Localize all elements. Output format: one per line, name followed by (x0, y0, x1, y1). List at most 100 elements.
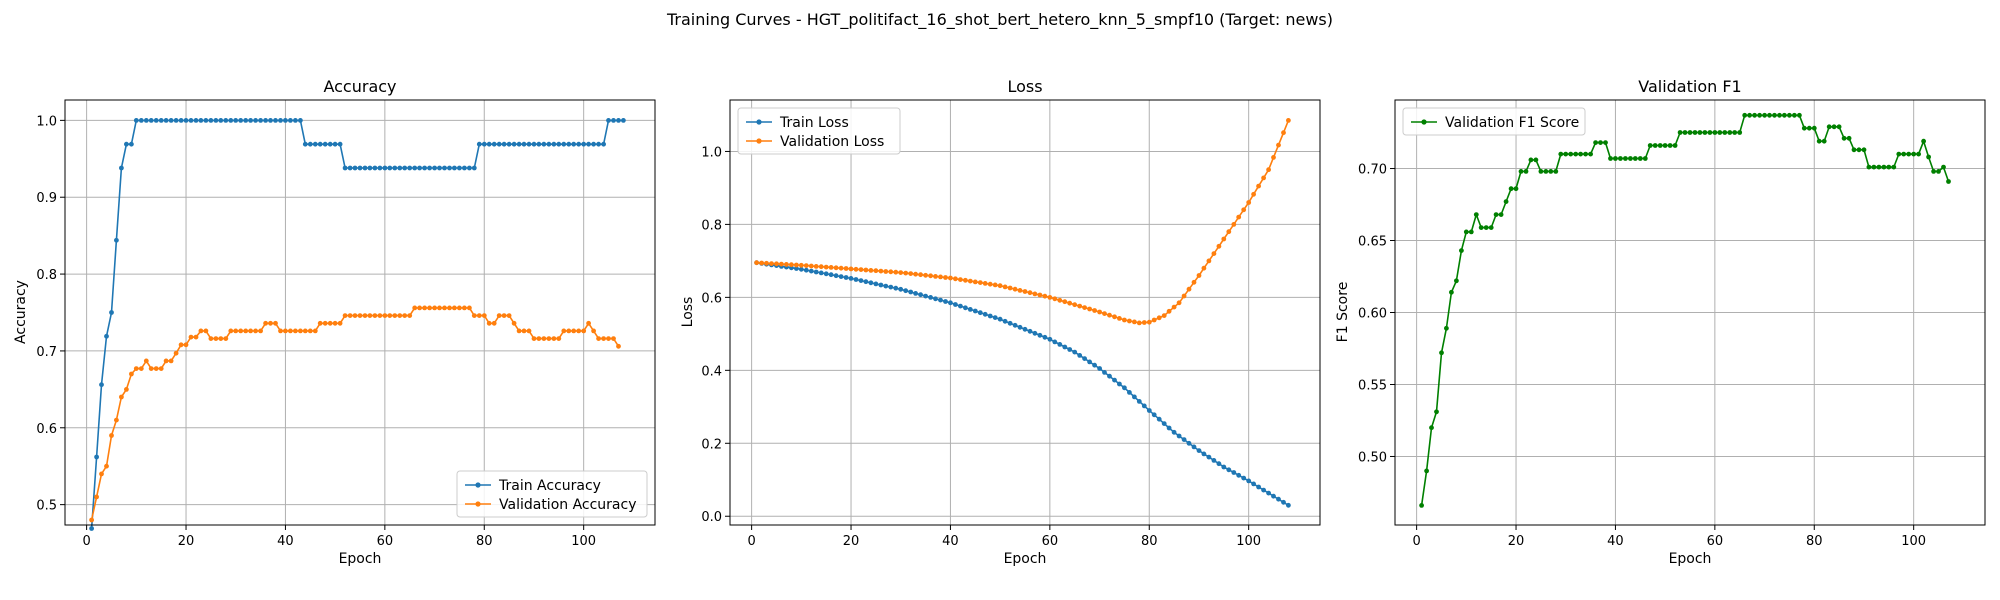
data-point (779, 261, 784, 267)
data-point (258, 328, 263, 334)
data-point (606, 336, 611, 341)
data-point (173, 350, 179, 356)
data-point (1478, 225, 1484, 231)
data-point (903, 288, 909, 294)
data-point (228, 118, 234, 123)
data-point (1206, 454, 1212, 460)
data-point (958, 277, 963, 282)
data-point (883, 283, 889, 289)
data-point (312, 328, 318, 334)
data-point (228, 328, 234, 334)
data-point (967, 307, 973, 312)
x-tick-label: 80 (1141, 534, 1158, 549)
data-point (1231, 470, 1237, 475)
data-point (486, 320, 492, 326)
data-point (471, 165, 477, 171)
data-point (1801, 125, 1807, 131)
data-point (133, 118, 139, 123)
legend-box (1402, 107, 1586, 136)
data-point (853, 266, 859, 272)
data-point (1032, 330, 1038, 336)
data-point (1598, 140, 1603, 146)
data-point (1141, 320, 1147, 325)
data-point (838, 274, 844, 279)
data-point (124, 387, 129, 392)
data-point (178, 118, 184, 123)
data-point (898, 270, 904, 275)
data-point (1077, 353, 1083, 358)
loss-lines (754, 118, 1291, 508)
data-point (1613, 156, 1618, 161)
data-point (1752, 112, 1757, 118)
data-point (298, 118, 303, 123)
data-point (1176, 433, 1182, 439)
data-point (317, 141, 323, 147)
data-point (1886, 164, 1892, 170)
data-point (606, 118, 611, 123)
data-point (1881, 164, 1887, 170)
data-point (467, 165, 472, 171)
data-point (462, 165, 467, 171)
data-point (397, 313, 403, 318)
data-point (1772, 112, 1777, 118)
data-point (581, 141, 587, 147)
data-point (193, 118, 199, 123)
data-point (1488, 225, 1494, 231)
f1-panel: Validation F1 0 20 40 60 80 100 0.50 0.55 0.60 0.… (1335, 77, 1986, 567)
data-point (1916, 151, 1921, 157)
f1-lines (1419, 112, 1951, 508)
data-point (352, 165, 358, 171)
data-point (1508, 186, 1514, 192)
data-point (223, 118, 229, 123)
data-point (1732, 130, 1738, 135)
data-point (1642, 156, 1648, 161)
data-point (858, 278, 864, 283)
data-point (833, 265, 839, 271)
data-point (1528, 157, 1534, 163)
data-point (1097, 366, 1102, 371)
accuracy-ylabel: Accuracy (13, 280, 29, 344)
data-point (1102, 370, 1107, 375)
data-point (1518, 169, 1524, 174)
data-point (1276, 142, 1281, 148)
data-point (576, 141, 582, 147)
data-point (198, 118, 204, 123)
data-point (551, 336, 557, 341)
data-point (437, 165, 442, 171)
series-line (756, 261, 1289, 506)
data-point (332, 320, 338, 326)
data-point (168, 358, 174, 364)
data-point (1603, 140, 1608, 146)
data-point (263, 118, 268, 123)
data-point (997, 316, 1003, 322)
data-point (908, 289, 914, 295)
data-point (1062, 344, 1068, 350)
data-point (1067, 347, 1073, 352)
data-point (967, 278, 973, 284)
data-point (526, 328, 532, 334)
data-point (1787, 112, 1792, 118)
data-point (1921, 138, 1926, 144)
data-point (923, 293, 928, 299)
data-point (188, 334, 194, 340)
accuracy-grid (65, 100, 655, 525)
data-point (293, 118, 298, 123)
data-point (972, 279, 978, 285)
data-point (173, 118, 179, 123)
loss-ticks: 0 20 40 60 80 100 0.0 0.2 0.4 0.6 0.8 1.0 (701, 145, 1261, 549)
data-point (213, 336, 219, 341)
data-point (243, 118, 249, 123)
data-point (888, 284, 894, 290)
data-point (1251, 191, 1256, 197)
data-point (273, 320, 278, 326)
data-point (1846, 135, 1852, 141)
data-point (397, 165, 403, 171)
data-point (1226, 229, 1232, 235)
data-point (382, 165, 388, 171)
data-point (1136, 320, 1142, 326)
data-point (432, 165, 437, 171)
data-point (1712, 130, 1718, 135)
data-point (581, 328, 587, 334)
data-point (392, 165, 398, 171)
data-point (248, 118, 254, 123)
